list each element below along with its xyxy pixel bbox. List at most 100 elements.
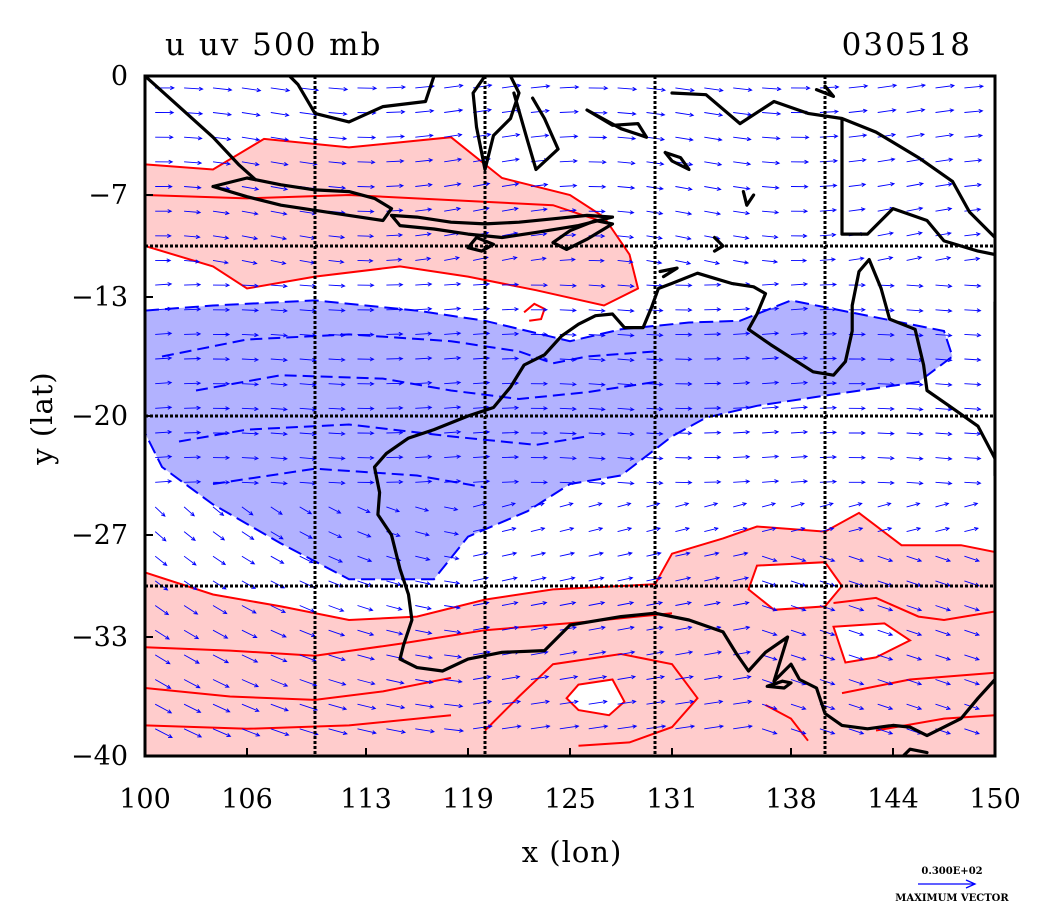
wind-vector-22 — [790, 85, 811, 91]
wind-vector-315 — [877, 332, 895, 338]
wind-vector-473 — [415, 479, 433, 484]
wind-vector-298 — [386, 331, 404, 337]
wind-vector-317 — [935, 333, 953, 338]
wind-vector-397 — [733, 405, 751, 410]
wind-vector-178 — [270, 235, 288, 241]
wind-vector-21 — [762, 86, 782, 92]
wind-vector-485 — [762, 479, 780, 484]
wind-vector-148 — [241, 210, 259, 216]
wind-vector-53 — [848, 108, 868, 114]
wind-vector-525 — [241, 531, 255, 540]
wind-vector-501 — [386, 506, 401, 513]
wind-vector-213 — [444, 256, 460, 261]
wind-vector-640 — [212, 629, 229, 639]
wind-vector-677 — [444, 654, 463, 659]
wind-vector-737 — [501, 699, 522, 705]
wind-vector-357 — [415, 380, 433, 386]
wind-vector-330 — [473, 356, 491, 361]
wind-vector-164 — [704, 210, 722, 216]
wind-vector-129 — [530, 182, 549, 187]
wind-vector-204 — [184, 259, 201, 264]
wind-vector-221 — [675, 259, 692, 265]
coastline-5 — [287, 76, 436, 124]
wind-vector-512 — [704, 502, 719, 508]
wind-vector-260 — [964, 283, 982, 289]
wind-vector-38 — [415, 108, 435, 114]
wind-vector-618 — [415, 605, 432, 611]
wind-vector-758 — [270, 728, 290, 737]
wind-vector-246 — [559, 283, 577, 288]
wind-vector-396 — [704, 405, 722, 411]
positive-region-0 — [145, 136, 640, 307]
wind-vector-218 — [588, 258, 605, 263]
wind-vector-594 — [559, 576, 576, 582]
wind-vector-209 — [328, 259, 345, 264]
wind-vector-106 — [704, 161, 723, 167]
wind-vector-715 — [704, 675, 723, 680]
wind-vector-772 — [675, 724, 696, 730]
wind-vector-203 — [155, 258, 172, 263]
wind-vector-293 — [241, 332, 260, 338]
wind-vector-393 — [617, 407, 635, 412]
wind-vector-365 — [646, 382, 664, 387]
wind-vector-457 — [790, 454, 809, 459]
wind-vector-52 — [819, 109, 840, 114]
wind-vector-598 — [675, 576, 692, 582]
wind-vector-526 — [270, 531, 284, 540]
wind-vector-670 — [241, 654, 259, 663]
x-tick-label: 100 — [119, 784, 171, 815]
wind-vector-557 — [328, 555, 344, 563]
wind-vector-647 — [415, 629, 433, 635]
coastline-2 — [389, 213, 615, 240]
wind-vector-290 — [155, 331, 173, 336]
wind-vector-480 — [617, 481, 635, 486]
wind-vector-376 — [964, 382, 982, 387]
wind-vector-116 — [155, 184, 173, 189]
wind-vector-400 — [819, 405, 838, 410]
wind-vector-295 — [299, 333, 317, 338]
wind-vector-597 — [646, 576, 663, 582]
wind-vector-239 — [357, 283, 375, 288]
wind-vector-572 — [761, 555, 778, 563]
wind-vector-609 — [154, 605, 170, 616]
wind-vector-645 — [357, 629, 375, 636]
wind-vector-229 — [906, 255, 923, 261]
wind-vector-472 — [386, 479, 404, 485]
wind-vector-250 — [675, 283, 693, 288]
wind-vector-310 — [733, 331, 751, 336]
plot-area — [145, 76, 995, 756]
wind-vector-247 — [588, 283, 606, 289]
wind-vector-749 — [848, 703, 865, 710]
wind-vector-465 — [184, 479, 202, 485]
wind-vector-637 — [964, 605, 980, 612]
wind-vector-735 — [444, 703, 464, 709]
wind-vector-561 — [444, 555, 460, 561]
wind-vector-566 — [588, 551, 605, 557]
wind-vector-420 — [559, 431, 577, 436]
wind-vector-279 — [675, 307, 693, 313]
wind-vector-571 — [733, 551, 749, 557]
wind-vector-413 — [357, 431, 375, 436]
wind-vector-510 — [646, 502, 661, 508]
wind-vector-401 — [848, 406, 866, 411]
wind-vector-767 — [530, 724, 551, 730]
wind-vector-621 — [501, 601, 519, 606]
wind-vector-119 — [241, 186, 260, 191]
wind-vector-418 — [501, 430, 520, 435]
wind-vector-450 — [588, 456, 606, 461]
wind-vector-230 — [935, 256, 952, 261]
wind-vector-12 — [501, 83, 522, 89]
wind-vector-770 — [617, 724, 638, 730]
wind-vector-358 — [444, 380, 462, 385]
wind-vector-67 — [415, 133, 434, 138]
wind-vector-646 — [386, 629, 404, 636]
wind-vector-369 — [762, 380, 780, 385]
y-axis-ticks: 0 −7 −13 −20 −27 −33 −40 — [71, 61, 153, 772]
wind-vector-386 — [415, 405, 433, 410]
wind-vector-76 — [675, 136, 694, 142]
wind-vector-395 — [675, 406, 693, 411]
wind-vector-575 — [848, 555, 865, 563]
wind-vector-29 — [155, 110, 175, 115]
wind-vector-674 — [357, 654, 376, 661]
wind-vector-297 — [357, 332, 375, 337]
